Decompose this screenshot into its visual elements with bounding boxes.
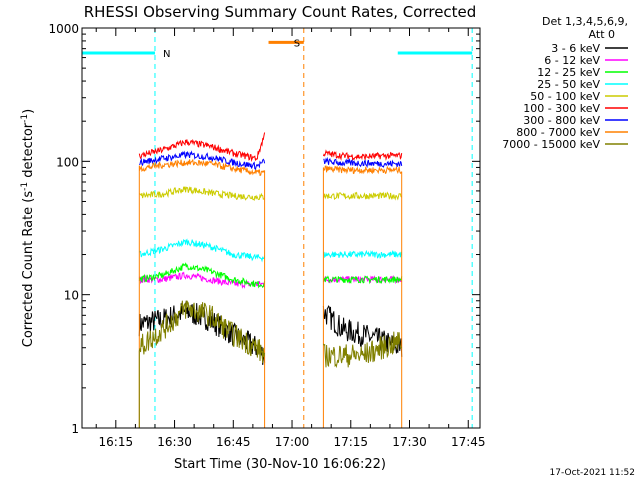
x-tick-label-4: 17:15 [333,435,368,449]
night-label: N [163,49,170,60]
y-axis: 1 10 100 1000 [48,22,480,436]
series-line-4-segment-1 [322,191,402,201]
legend-label-2: 12 - 25 keV [537,66,600,79]
y-axis-label-main: Corrected Count Rate (s [21,191,36,348]
legend-label-5: 100 - 300 keV [523,102,600,115]
chart-title: RHESSI Observing Summary Count Rates, Co… [84,3,477,21]
saa-annotations: S [268,28,305,428]
y-tick-label-3: 1000 [48,22,79,36]
legend-label-8: 7000 - 15000 keV [502,138,600,151]
series-line-4-segment-0 [139,186,265,201]
series-line-8-segment-1 [322,331,403,369]
y-axis-label-sup1: -1 [20,182,30,191]
series-line-2-segment-1 [322,275,403,285]
plot-frame [81,27,481,429]
series-line-2-segment-0 [138,262,266,289]
x-tick-label-2: 16:45 [216,435,251,449]
y-tick-label-2: 100 [56,155,79,169]
legend-label-6: 300 - 800 keV [523,114,600,127]
series-line-0-segment-1 [322,305,403,357]
legend-label-1: 6 - 12 keV [544,54,600,67]
series-line-6-segment-0 [138,150,266,171]
y-axis-label-end: ) [21,109,36,114]
saa-label: S [294,38,300,49]
y-tick-label-1: 10 [64,289,79,303]
y-axis-label-mid: detector [21,122,36,182]
series-line-7-segment-1 [322,165,403,428]
legend-label-0: 3 - 6 keV [551,42,600,55]
series-line-1-segment-0 [138,271,265,289]
night-annotations: N [82,28,473,428]
series-line-5-segment-1 [322,149,403,161]
series-line-7-segment-0 [138,158,266,428]
y-axis-label-sup2: -1 [20,114,30,123]
x-axis: 16:15 16:30 16:45 17:00 17:15 17:30 17:45 [95,28,486,449]
x-tick-label-0: 16:15 [99,435,134,449]
x-tick-label-6: 17:45 [451,435,486,449]
series-line-3-segment-1 [322,249,403,259]
legend-header-line-1: Det 1,3,4,5,6,9, [542,15,628,28]
legend-label-7: 800 - 7000 keV [516,126,600,139]
legend-label-3: 25 - 50 keV [537,78,600,91]
y-tick-label-0: 1 [71,422,79,436]
series-line-3-segment-0 [138,238,266,263]
series-layer [138,132,403,428]
legend-header-line-2: Att 0 [589,28,615,41]
x-tick-label-1: 16:30 [157,435,192,449]
x-axis-label: Start Time (30-Nov-10 16:06:22) [174,457,386,472]
legend-label-4: 50 - 100 keV [530,90,600,103]
series-line-6-segment-1 [323,156,403,169]
x-tick-label-5: 17:30 [392,435,427,449]
series-line-8-segment-0 [138,300,266,428]
footer-date: 17-Oct-2021 11:52 [550,468,635,478]
x-tick-label-3: 17:00 [275,435,310,449]
series-line-5-segment-0 [138,132,266,163]
y-axis-label: Corrected Count Rate (s-1 detector-1) [20,109,36,347]
